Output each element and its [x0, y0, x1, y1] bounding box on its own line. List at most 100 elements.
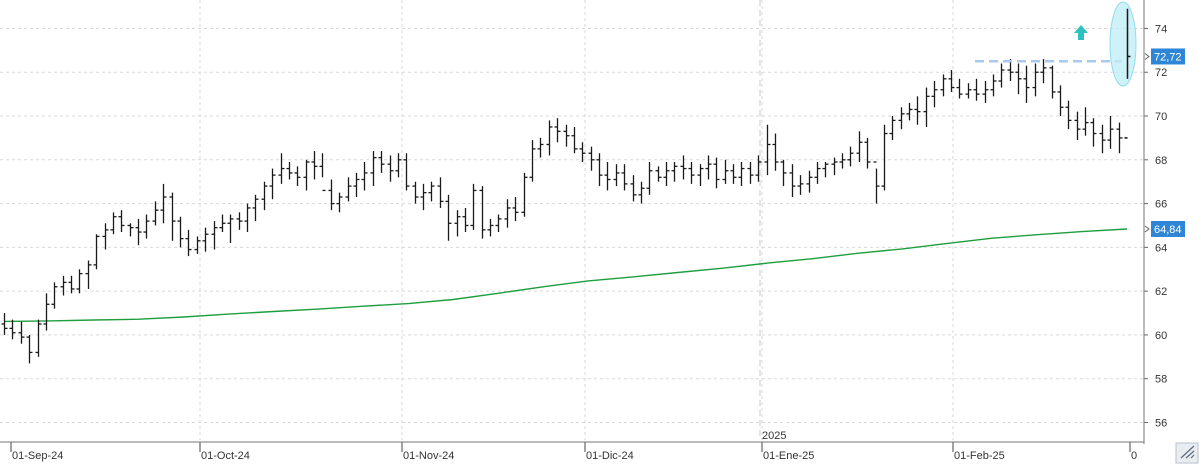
ohlc-bar — [9, 319, 16, 340]
ohlc-bar — [965, 83, 972, 99]
ohlc-bar — [462, 207, 469, 233]
ohlc-bar — [252, 194, 259, 222]
ohlc-bar — [914, 96, 921, 125]
ohlc-bar — [420, 183, 427, 211]
ohlc-bar — [1065, 100, 1072, 130]
x-tick-label: 01-Nov-24 — [403, 450, 454, 462]
ohlc-bar — [755, 155, 762, 182]
ohlc-bar — [403, 153, 410, 191]
ohlc-bar — [839, 153, 846, 169]
y-tick-label: 68 — [1155, 155, 1167, 167]
ohlc-bar — [1040, 59, 1047, 84]
ohlc-bar — [227, 214, 234, 243]
ohlc-bar — [135, 218, 142, 246]
ohlc-bar — [43, 293, 50, 331]
ohlc-bar — [747, 161, 754, 184]
ohlc-bar — [202, 227, 209, 252]
ohlc-bar — [973, 78, 980, 101]
ohlc-bar — [1015, 63, 1022, 95]
ohlc-bar — [336, 192, 343, 213]
ohlc-bar — [1082, 107, 1089, 136]
ohlc-bar — [261, 181, 268, 211]
ohlc-bar — [1057, 85, 1064, 117]
annotations-layer — [975, 1, 1137, 139]
x-tick-label: 01-Ene-25 — [763, 450, 814, 462]
ohlc-bar — [705, 155, 712, 180]
ohlc-bar — [1032, 63, 1039, 97]
ohlc-bar — [26, 334, 33, 364]
ohlc-bar — [604, 161, 611, 191]
ohlc-bar — [764, 124, 771, 176]
x-tick-label: 0 — [1131, 450, 1137, 462]
ohlc-bar — [1099, 124, 1106, 154]
price-badge — [1151, 48, 1185, 65]
ohlc-bar — [311, 151, 318, 180]
y-tick-label: 64 — [1155, 242, 1167, 254]
ohlc-bar — [286, 161, 293, 180]
ohlc-bar — [110, 212, 117, 235]
ohlc-bar — [269, 168, 276, 200]
moving-average-layer — [3, 228, 1128, 323]
ohlc-bar — [780, 159, 787, 187]
ohlc-bar — [931, 80, 938, 108]
ohlc-bar — [663, 161, 670, 187]
ohlc-bar — [512, 197, 519, 222]
x-tick-label: 01-Sep-24 — [12, 450, 63, 462]
y-tick-label: 62 — [1155, 286, 1167, 298]
ohlc-bar — [923, 87, 930, 127]
ohlc-bar — [990, 74, 997, 97]
ohlc-bar — [454, 210, 461, 237]
price-pointer-icon — [1144, 53, 1150, 60]
ohlc-bar — [789, 164, 796, 198]
ohlc-bar — [1007, 59, 1014, 81]
y-tick-label: 74 — [1155, 23, 1167, 35]
ohlc-bar — [160, 183, 167, 224]
ma-badge-label: 64,84 — [1154, 224, 1182, 236]
ohlc-bar — [864, 137, 871, 169]
ohlc-bar — [881, 124, 888, 191]
ohlc-bar — [479, 186, 486, 239]
ohlc-bar — [529, 140, 536, 182]
ohlc-bar — [219, 214, 226, 233]
highlight-ellipse — [1109, 1, 1137, 87]
y-tick-label: 58 — [1155, 374, 1167, 386]
ohlc-bar — [1074, 111, 1081, 141]
ohlc-bar — [554, 118, 561, 143]
ohlc-bar — [638, 181, 645, 204]
ohlc-bar — [143, 214, 150, 239]
ohlc-bar — [613, 164, 620, 187]
y-tick-label: 72 — [1155, 67, 1167, 79]
ohlc-bar — [328, 179, 335, 211]
resize-corner-icon[interactable] — [1175, 442, 1199, 464]
ohlc-bar — [495, 214, 502, 233]
ohlc-bar — [998, 63, 1005, 88]
ohlc-bar — [1107, 116, 1114, 149]
ohlc-bar — [730, 164, 737, 184]
ohlc-bar — [428, 181, 435, 202]
x-tick-label: 01-Oct-24 — [201, 450, 250, 462]
ohlc-bar — [68, 275, 75, 294]
ohlc-bar — [831, 157, 838, 176]
x-tick-label: 01-Dic-24 — [586, 450, 634, 462]
ohlc-bar — [713, 157, 720, 189]
ohlc-bar — [345, 177, 352, 202]
ohlc-bar — [319, 153, 326, 192]
year-marker-label: 2025 — [762, 430, 786, 442]
ohlc-bar — [1116, 122, 1123, 154]
ohlc-bar — [621, 164, 628, 191]
ohlc-bar — [814, 161, 821, 184]
grid-lines — [0, 0, 1144, 440]
ohlc-bar — [169, 192, 176, 241]
ohlc-bars-layer — [1, 8, 1131, 364]
ohlc-bar — [294, 166, 301, 187]
ohlc-bar — [1023, 65, 1030, 103]
ohlc-bar — [738, 161, 745, 187]
ohlc-bar — [688, 161, 695, 184]
ohlc-bar — [85, 260, 92, 289]
ohlc-bar — [395, 153, 402, 178]
ohlc-bar — [370, 151, 377, 187]
ohlc-bar — [445, 194, 452, 241]
